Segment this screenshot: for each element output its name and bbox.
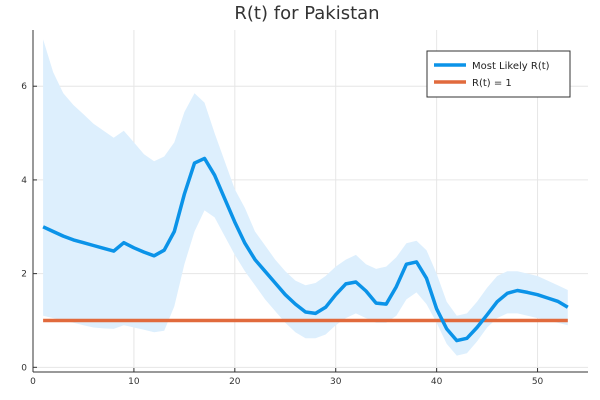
x-tick-label-30: 30: [330, 377, 342, 387]
x-tick-label-50: 50: [532, 377, 544, 387]
x-tick-label-10: 10: [128, 377, 140, 387]
x-tick-label-20: 20: [229, 377, 241, 387]
legend-label-rt-threshold: R(t) = 1: [472, 78, 512, 89]
chart-title: R(t) for Pakistan: [234, 3, 379, 24]
y-tick-label-0: 0: [21, 363, 27, 373]
y-tick-label-2: 2: [21, 270, 27, 280]
series-layer: [42, 156, 569, 343]
y-tick-label-4: 4: [21, 176, 27, 186]
legend-label-most-likely-rt: Most Likely R(t): [472, 61, 550, 72]
legend-box: [426, 50, 571, 98]
most-likely-rt-line: [42, 156, 569, 343]
x-tick-label-40: 40: [431, 377, 443, 387]
y-tick-label-6: 6: [21, 82, 27, 92]
confidence-band: [43, 39, 568, 356]
axes: 0 10 20 30 40 50 0 2 4 6: [21, 30, 588, 387]
x-tick-label-0: 0: [30, 377, 36, 387]
legend: Most Likely R(t) R(t) = 1: [426, 50, 571, 98]
confidence-band-layer: [43, 39, 568, 356]
